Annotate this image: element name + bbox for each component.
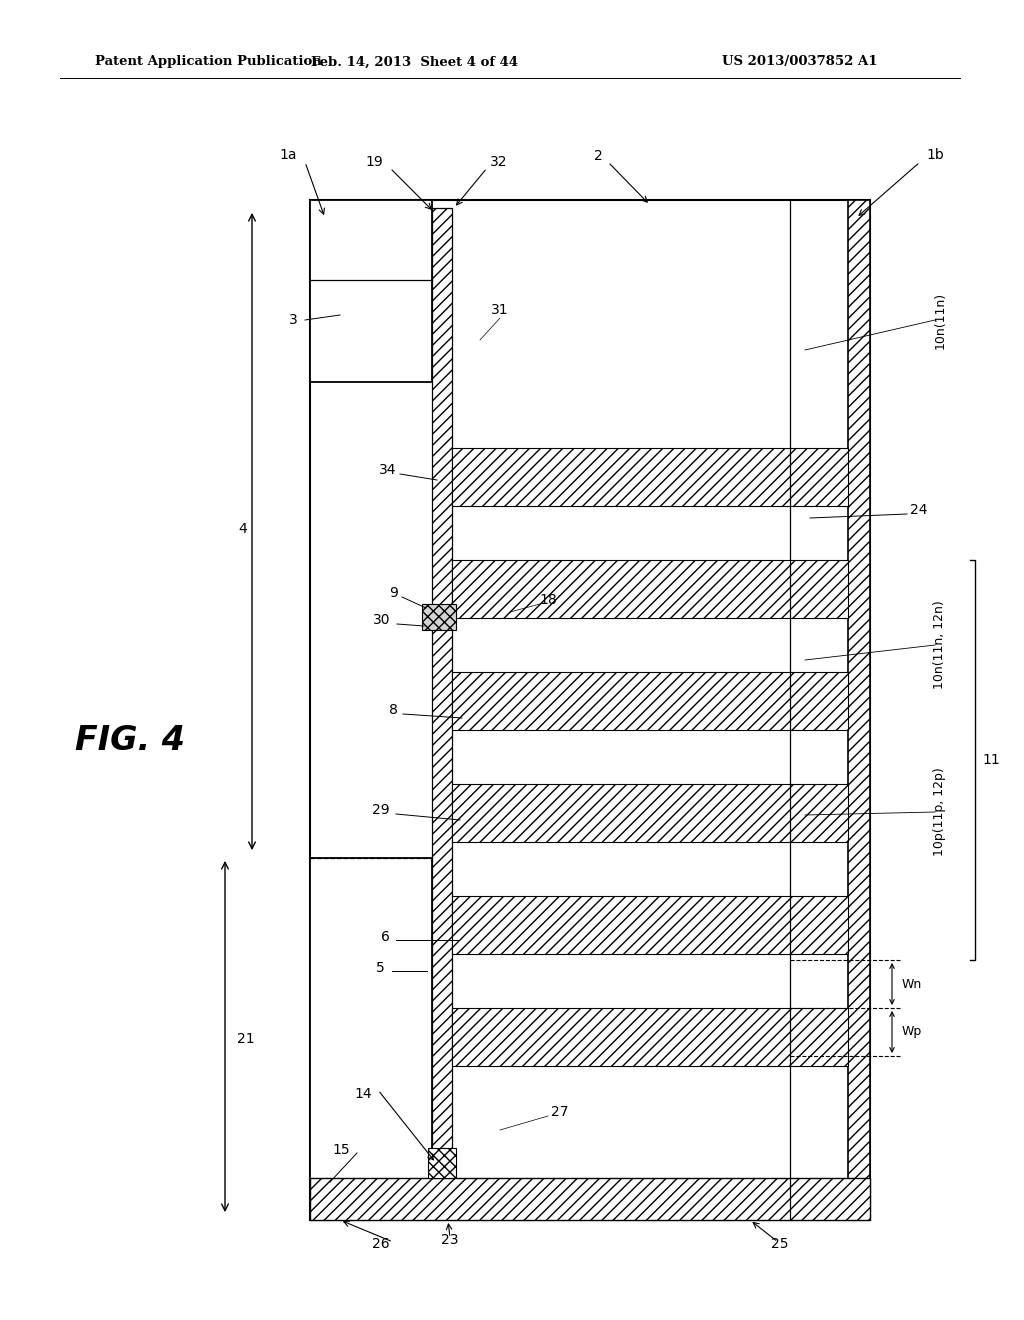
Text: 24: 24: [910, 503, 928, 517]
Text: 19: 19: [366, 154, 383, 169]
Bar: [310, 1177, 870, 1220]
Text: 10p(11p, 12p): 10p(11p, 12p): [934, 768, 946, 857]
Bar: [310, 201, 870, 1220]
Text: 10n(11n): 10n(11n): [934, 292, 946, 348]
Bar: [452, 784, 848, 842]
Text: 32: 32: [490, 154, 508, 169]
Text: 25: 25: [771, 1237, 788, 1251]
Text: 4: 4: [238, 521, 247, 536]
Text: 10n(11n, 12n): 10n(11n, 12n): [934, 601, 946, 689]
Text: FIG. 4: FIG. 4: [75, 723, 185, 756]
Text: 23: 23: [441, 1233, 459, 1247]
Bar: [452, 447, 848, 506]
Bar: [422, 605, 456, 630]
Text: 26: 26: [373, 1237, 390, 1251]
Text: 18: 18: [539, 593, 557, 607]
Bar: [452, 896, 848, 954]
Text: 2: 2: [594, 149, 603, 162]
Bar: [310, 858, 432, 1220]
Text: 5: 5: [376, 961, 385, 975]
Bar: [452, 560, 848, 618]
Text: 8: 8: [389, 704, 398, 717]
Bar: [428, 1148, 456, 1177]
Text: 6: 6: [381, 931, 390, 944]
Text: 21: 21: [237, 1032, 255, 1045]
Text: 14: 14: [354, 1086, 372, 1101]
Text: 34: 34: [379, 463, 396, 477]
Text: 31: 31: [492, 304, 509, 317]
Bar: [452, 672, 848, 730]
Text: 29: 29: [373, 803, 390, 817]
Text: Patent Application Publication: Patent Application Publication: [95, 55, 322, 69]
Text: 1a: 1a: [280, 148, 297, 162]
Text: US 2013/0037852 A1: US 2013/0037852 A1: [722, 55, 878, 69]
Bar: [432, 209, 452, 1177]
Text: Feb. 14, 2013  Sheet 4 of 44: Feb. 14, 2013 Sheet 4 of 44: [311, 55, 518, 69]
Bar: [848, 201, 870, 1220]
Text: 27: 27: [551, 1105, 568, 1119]
Text: Wp: Wp: [902, 1026, 923, 1039]
Text: Wn: Wn: [902, 978, 923, 990]
Text: 30: 30: [373, 612, 390, 627]
Text: 3: 3: [289, 313, 298, 327]
Text: 11: 11: [982, 752, 999, 767]
Bar: [452, 1008, 848, 1067]
Text: 1b: 1b: [926, 148, 944, 162]
Bar: [310, 201, 432, 381]
Text: 9: 9: [389, 586, 398, 601]
Text: 15: 15: [333, 1143, 350, 1158]
